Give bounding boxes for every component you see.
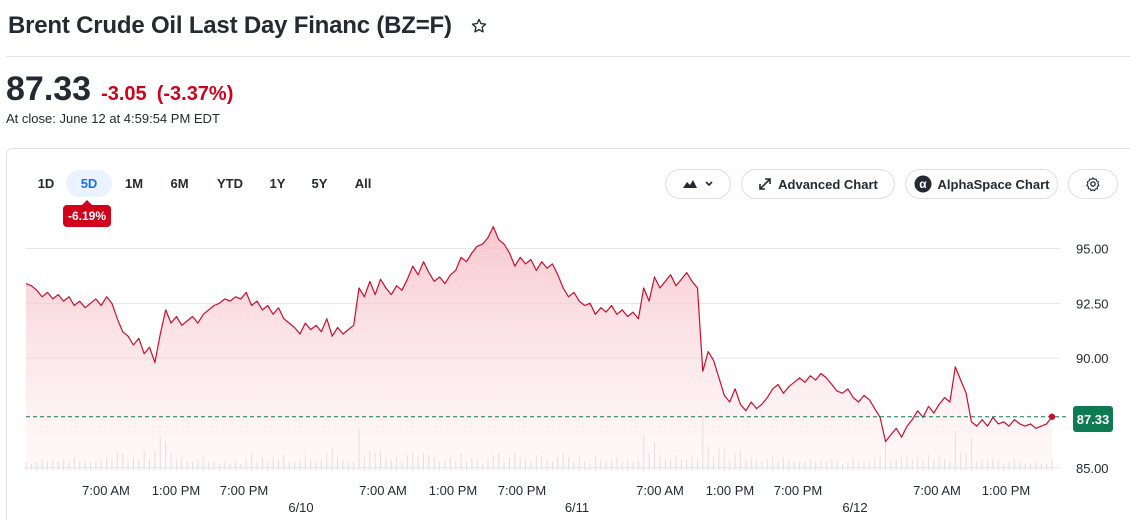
x-time-tick-label: 1:00 PM	[429, 483, 477, 498]
advanced-chart-button[interactable]: Advanced Chart	[741, 169, 895, 199]
range-ytd[interactable]: YTD	[217, 176, 243, 191]
alphaspace-chart-button[interactable]: α AlphaSpace Chart	[905, 169, 1058, 199]
x-date-tick-label: 6/11	[565, 500, 589, 515]
settings-button[interactable]	[1068, 169, 1118, 199]
svg-text:α: α	[919, 177, 927, 191]
y-tick-label: 92.50	[1076, 296, 1109, 311]
chevron-down-icon	[705, 181, 713, 187]
quote-header: Brent Crude Oil Last Day Financ (BZ=F)	[8, 12, 488, 40]
range-all[interactable]: All	[354, 176, 372, 191]
range-5d[interactable]: 5D	[66, 170, 112, 197]
gear-icon	[1086, 177, 1100, 192]
header-divider	[6, 56, 1130, 57]
price-change: -3.05	[101, 83, 147, 105]
range-change-badge: -6.19%	[63, 200, 112, 227]
star-outline-icon[interactable]	[470, 17, 488, 35]
x-time-tick-label: 7:00 AM	[636, 483, 684, 498]
mountain-chart-icon	[683, 180, 697, 188]
x-date-tick-label: 6/10	[288, 500, 313, 515]
chart-type-button[interactable]	[665, 169, 731, 199]
last-price-dot	[1048, 413, 1056, 420]
price-line	[25, 226, 1053, 443]
close-timestamp: At close: June 12 at 4:59:54 PM EDT	[6, 111, 220, 126]
x-time-tick-label: 7:00 AM	[82, 483, 130, 498]
alphaspace-logo-icon: α	[914, 175, 931, 193]
price-area	[26, 226, 1052, 470]
advanced-chart-label: Advanced Chart	[778, 176, 878, 192]
x-time-tick-label: 1:00 PM	[706, 483, 754, 498]
range-1d[interactable]: 1D	[37, 176, 55, 191]
x-time-tick-label: 1:00 PM	[982, 483, 1030, 498]
last-price: 87.33	[6, 70, 92, 108]
y-tick-label: 85.00	[1076, 461, 1109, 476]
range-1y[interactable]: 1Y	[269, 176, 286, 191]
x-time-tick-label: 1:00 PM	[152, 483, 200, 498]
price-row: 87.33 -3.05 (-3.37%)	[6, 70, 233, 109]
range-5y[interactable]: 5Y	[311, 176, 328, 191]
price-change-percent: (-3.37%)	[156, 83, 234, 105]
x-time-tick-label: 7:00 PM	[774, 483, 822, 498]
range-1m[interactable]: 1M	[124, 176, 144, 191]
range-6m[interactable]: 6M	[170, 176, 189, 191]
range-selector: 1D 5D 1M 6M YTD 1Y 5Y All	[26, 170, 385, 197]
chart-card	[6, 148, 1130, 520]
expand-icon	[759, 178, 771, 190]
x-time-tick-label: 7:00 AM	[913, 483, 961, 498]
x-time-tick-label: 7:00 PM	[498, 483, 546, 498]
alphaspace-chart-label: AlphaSpace Chart	[937, 176, 1050, 192]
y-tick-label: 90.00	[1076, 351, 1109, 366]
last-price-tag: 87.33	[1073, 406, 1113, 432]
y-tick-label: 95.00	[1076, 242, 1109, 257]
x-time-tick-label: 7:00 PM	[220, 483, 268, 498]
x-date-tick-label: 6/12	[842, 500, 867, 515]
page-title: Brent Crude Oil Last Day Financ (BZ=F)	[8, 12, 452, 39]
x-time-tick-label: 7:00 AM	[359, 483, 407, 498]
